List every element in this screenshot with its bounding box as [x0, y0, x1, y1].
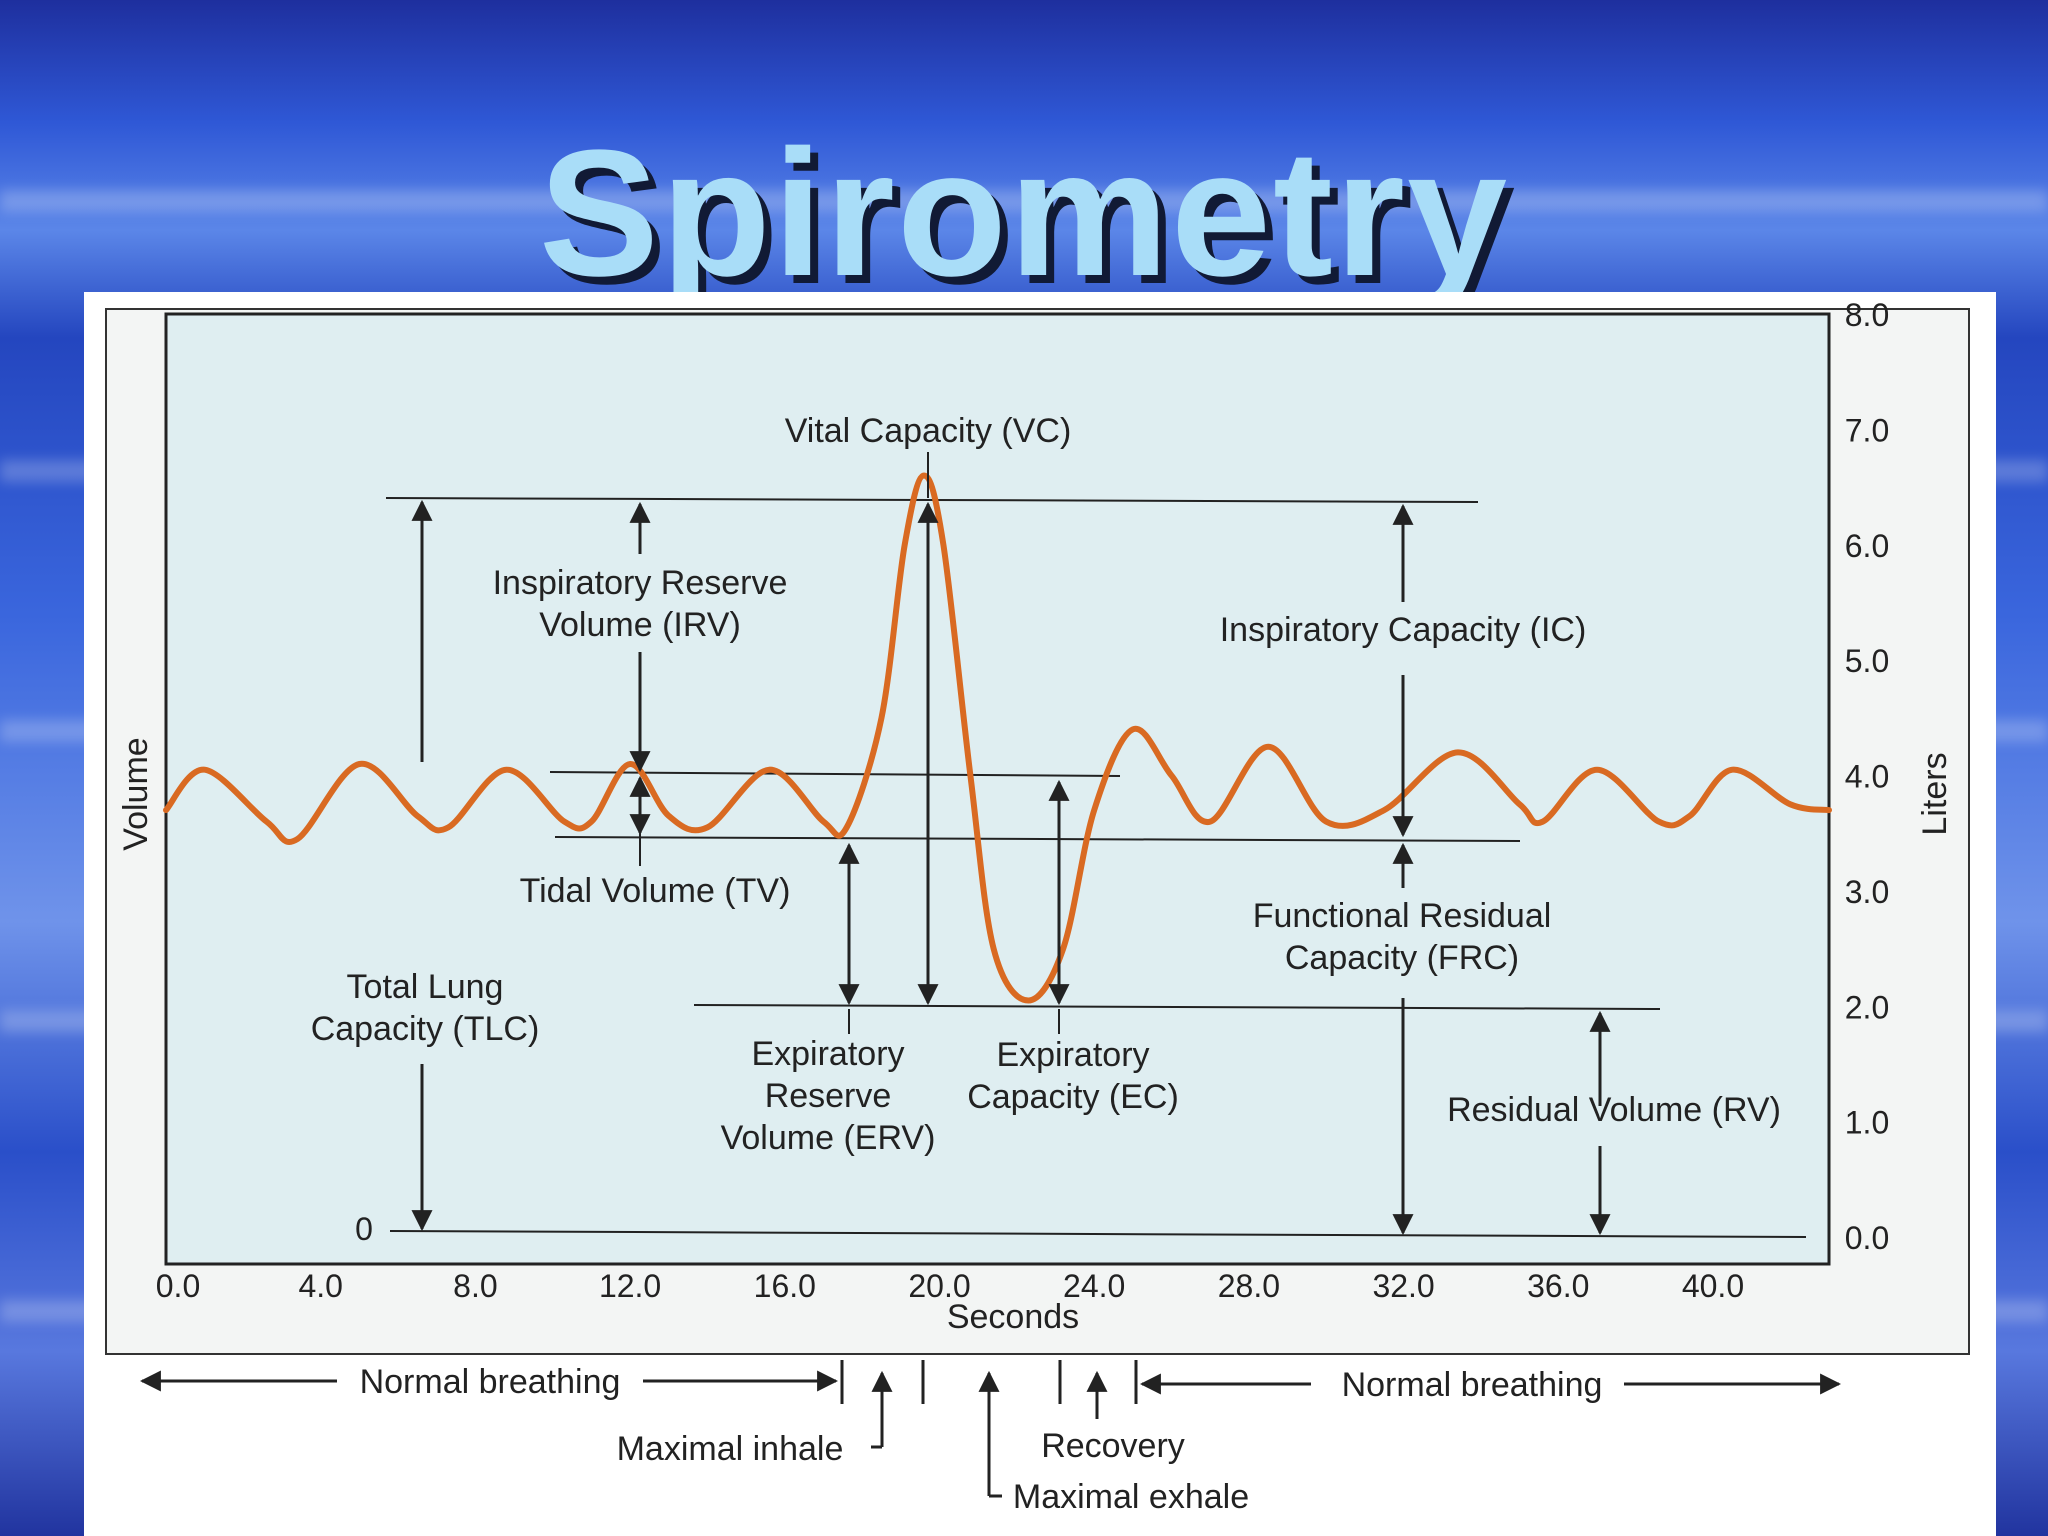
timeline-normal-breathing-left: Normal breathing [360, 1363, 621, 1401]
y-axis-label-right: Liters [1916, 752, 1954, 835]
residual-line [693, 1004, 1661, 1010]
x-tick-label: 16.0 [754, 1268, 816, 1304]
erv-label-line3: Volume (ERV) [721, 1119, 936, 1157]
vc-label: Vital Capacity (VC) [785, 412, 1072, 450]
y-tick-label: 3.0 [1845, 874, 1889, 910]
y-tick-label: 7.0 [1845, 412, 1889, 448]
x-tick-label: 4.0 [298, 1268, 342, 1304]
end-tidal-line [554, 836, 1521, 842]
ec-label-line1: Expiratory [996, 1036, 1149, 1074]
x-tick-labels: 0.0 4.0 8.0 12.0 16.0 20.0 24.0 28.0 32.0 36.0 40.… [156, 1268, 1744, 1304]
timeline-maximal-inhale: Maximal inhale [617, 1430, 844, 1468]
timeline-normal-breathing-right: Normal breathing [1342, 1366, 1603, 1404]
slide-title: Spirometry [538, 113, 1510, 314]
y-tick-labels: 0.0 1.0 2.0 3.0 4.0 5.0 6.0 7.0 8.0 [1845, 297, 1889, 1256]
frc-label-line1: Functional Residual [1253, 897, 1552, 935]
frc-label-line2: Capacity (FRC) [1285, 939, 1519, 977]
y-tick-label: 6.0 [1845, 528, 1889, 564]
ic-label: Inspiratory Capacity (IC) [1220, 611, 1587, 649]
y-tick-label: 5.0 [1845, 643, 1889, 679]
volume-curve [163, 472, 1832, 1004]
x-tick-label: 32.0 [1372, 1268, 1434, 1304]
zero-line [389, 1230, 1807, 1238]
irv-label-line2: Volume (IRV) [539, 606, 741, 644]
y-tick-label: 1.0 [1845, 1105, 1889, 1141]
x-tick-label: 28.0 [1218, 1268, 1280, 1304]
max-inspiration-line [385, 497, 1479, 503]
x-tick-label: 40.0 [1682, 1268, 1744, 1304]
plot-area [164, 312, 1831, 1266]
timeline-maximal-exhale: Maximal exhale [1013, 1478, 1249, 1516]
y-axis-label-left: Volume [117, 737, 155, 850]
chart-panel: 0.0 4.0 8.0 12.0 16.0 20.0 24.0 28.0 32.0 36.0 40.… [84, 292, 1996, 1536]
tlc-label-line1: Total Lung [347, 968, 504, 1006]
x-tick-label: 20.0 [908, 1268, 970, 1304]
y-tick-label: 8.0 [1845, 297, 1889, 333]
timeline-recovery: Recovery [1041, 1427, 1185, 1465]
tv-label: Tidal Volume (TV) [520, 872, 791, 910]
spirometry-chart: 0.0 4.0 8.0 12.0 16.0 20.0 24.0 28.0 32.0 36.0 40.… [105, 297, 1970, 1516]
zero-label: 0 [355, 1211, 373, 1247]
y-tick-label: 4.0 [1845, 759, 1889, 795]
tlc-label-line2: Capacity (TLC) [311, 1010, 540, 1048]
y-tick-label: 2.0 [1845, 989, 1889, 1025]
ec-label-line2: Capacity (EC) [967, 1078, 1179, 1116]
x-tick-label: 36.0 [1527, 1268, 1589, 1304]
x-axis-label: Seconds [947, 1298, 1079, 1336]
erv-label-line1: Expiratory [751, 1035, 904, 1073]
x-tick-label: 12.0 [599, 1268, 661, 1304]
erv-label-line2: Reserve [765, 1077, 892, 1115]
x-tick-label: 24.0 [1063, 1268, 1125, 1304]
x-tick-label: 0.0 [156, 1268, 200, 1304]
irv-label-line1: Inspiratory Reserve [493, 564, 788, 602]
x-tick-label: 8.0 [453, 1268, 497, 1304]
rv-label: Residual Volume (RV) [1447, 1091, 1781, 1129]
y-tick-label: 0.0 [1845, 1220, 1889, 1256]
